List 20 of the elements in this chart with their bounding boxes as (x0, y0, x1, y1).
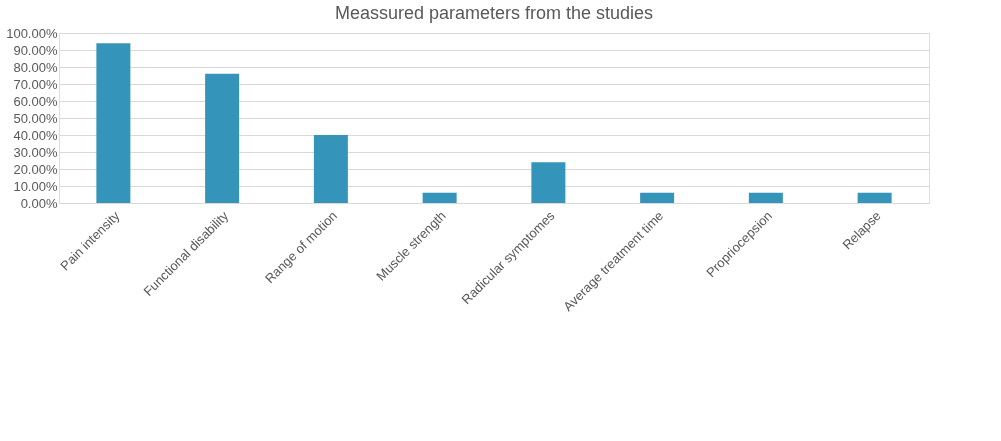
bar (313, 135, 348, 203)
y-tick-label: 0.00% (20, 195, 58, 211)
y-tick-label: 30.00% (13, 144, 58, 160)
bar (205, 73, 240, 203)
bar (96, 43, 131, 203)
bar (748, 192, 783, 203)
y-tick-label: 70.00% (13, 76, 58, 92)
y-tick-label: 100.00% (6, 25, 58, 41)
bar (531, 162, 566, 203)
y-tick-label: 40.00% (13, 127, 58, 143)
y-tick-label: 20.00% (13, 161, 58, 177)
bar (640, 192, 675, 203)
y-tick-label: 50.00% (13, 110, 58, 126)
y-tick-label: 10.00% (13, 178, 58, 194)
y-tick-label: 60.00% (13, 93, 58, 109)
bar (857, 192, 892, 203)
y-tick-label: 80.00% (13, 59, 58, 75)
bar (422, 192, 457, 203)
y-tick-label: 90.00% (13, 42, 58, 58)
chart-title: Meassured parameters from the studies (334, 3, 654, 23)
